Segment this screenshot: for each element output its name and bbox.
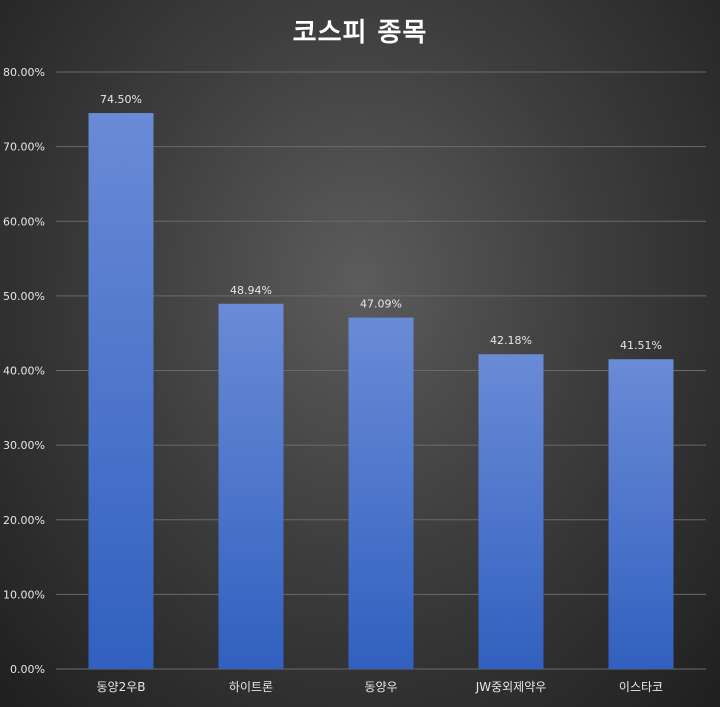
x-axis-categories: 동양2우B 하이트론 동양우 JW중외제약우 이스타코 bbox=[97, 679, 664, 694]
category-label: 하이트론 bbox=[229, 680, 273, 694]
data-label: 48.94% bbox=[230, 284, 272, 297]
y-tick-label: 60.00% bbox=[3, 215, 45, 228]
y-tick-label: 10.00% bbox=[3, 588, 45, 601]
data-label: 42.18% bbox=[490, 334, 532, 347]
y-tick-label: 80.00% bbox=[3, 66, 45, 79]
category-label: 동양우 bbox=[364, 680, 397, 694]
category-label: 동양2우B bbox=[97, 680, 146, 694]
data-label: 47.09% bbox=[360, 298, 402, 311]
bars bbox=[88, 113, 674, 669]
bar bbox=[608, 359, 674, 669]
y-tick-label: 20.00% bbox=[3, 514, 45, 527]
y-tick-label: 70.00% bbox=[3, 141, 45, 154]
chart-title: 코스피 종목 bbox=[292, 18, 428, 48]
bar bbox=[218, 303, 284, 669]
y-axis-ticks: 0.00% 10.00% 20.00% 30.00% 40.00% 50.00% 60.00… bbox=[3, 66, 45, 676]
y-tick-label: 50.00% bbox=[3, 290, 45, 303]
data-label: 41.51% bbox=[620, 339, 662, 352]
data-label: 74.50% bbox=[100, 93, 142, 106]
data-labels: 74.50% 48.94% 47.09% 42.18% 41.51% bbox=[100, 93, 662, 352]
bar bbox=[348, 317, 414, 669]
category-label: 이스타코 bbox=[619, 680, 663, 694]
y-tick-label: 40.00% bbox=[3, 365, 45, 378]
y-tick-label: 0.00% bbox=[10, 663, 45, 676]
bar bbox=[88, 113, 154, 669]
category-label: JW중외제약우 bbox=[475, 679, 547, 694]
y-tick-label: 30.00% bbox=[3, 439, 45, 452]
bar bbox=[478, 354, 544, 669]
